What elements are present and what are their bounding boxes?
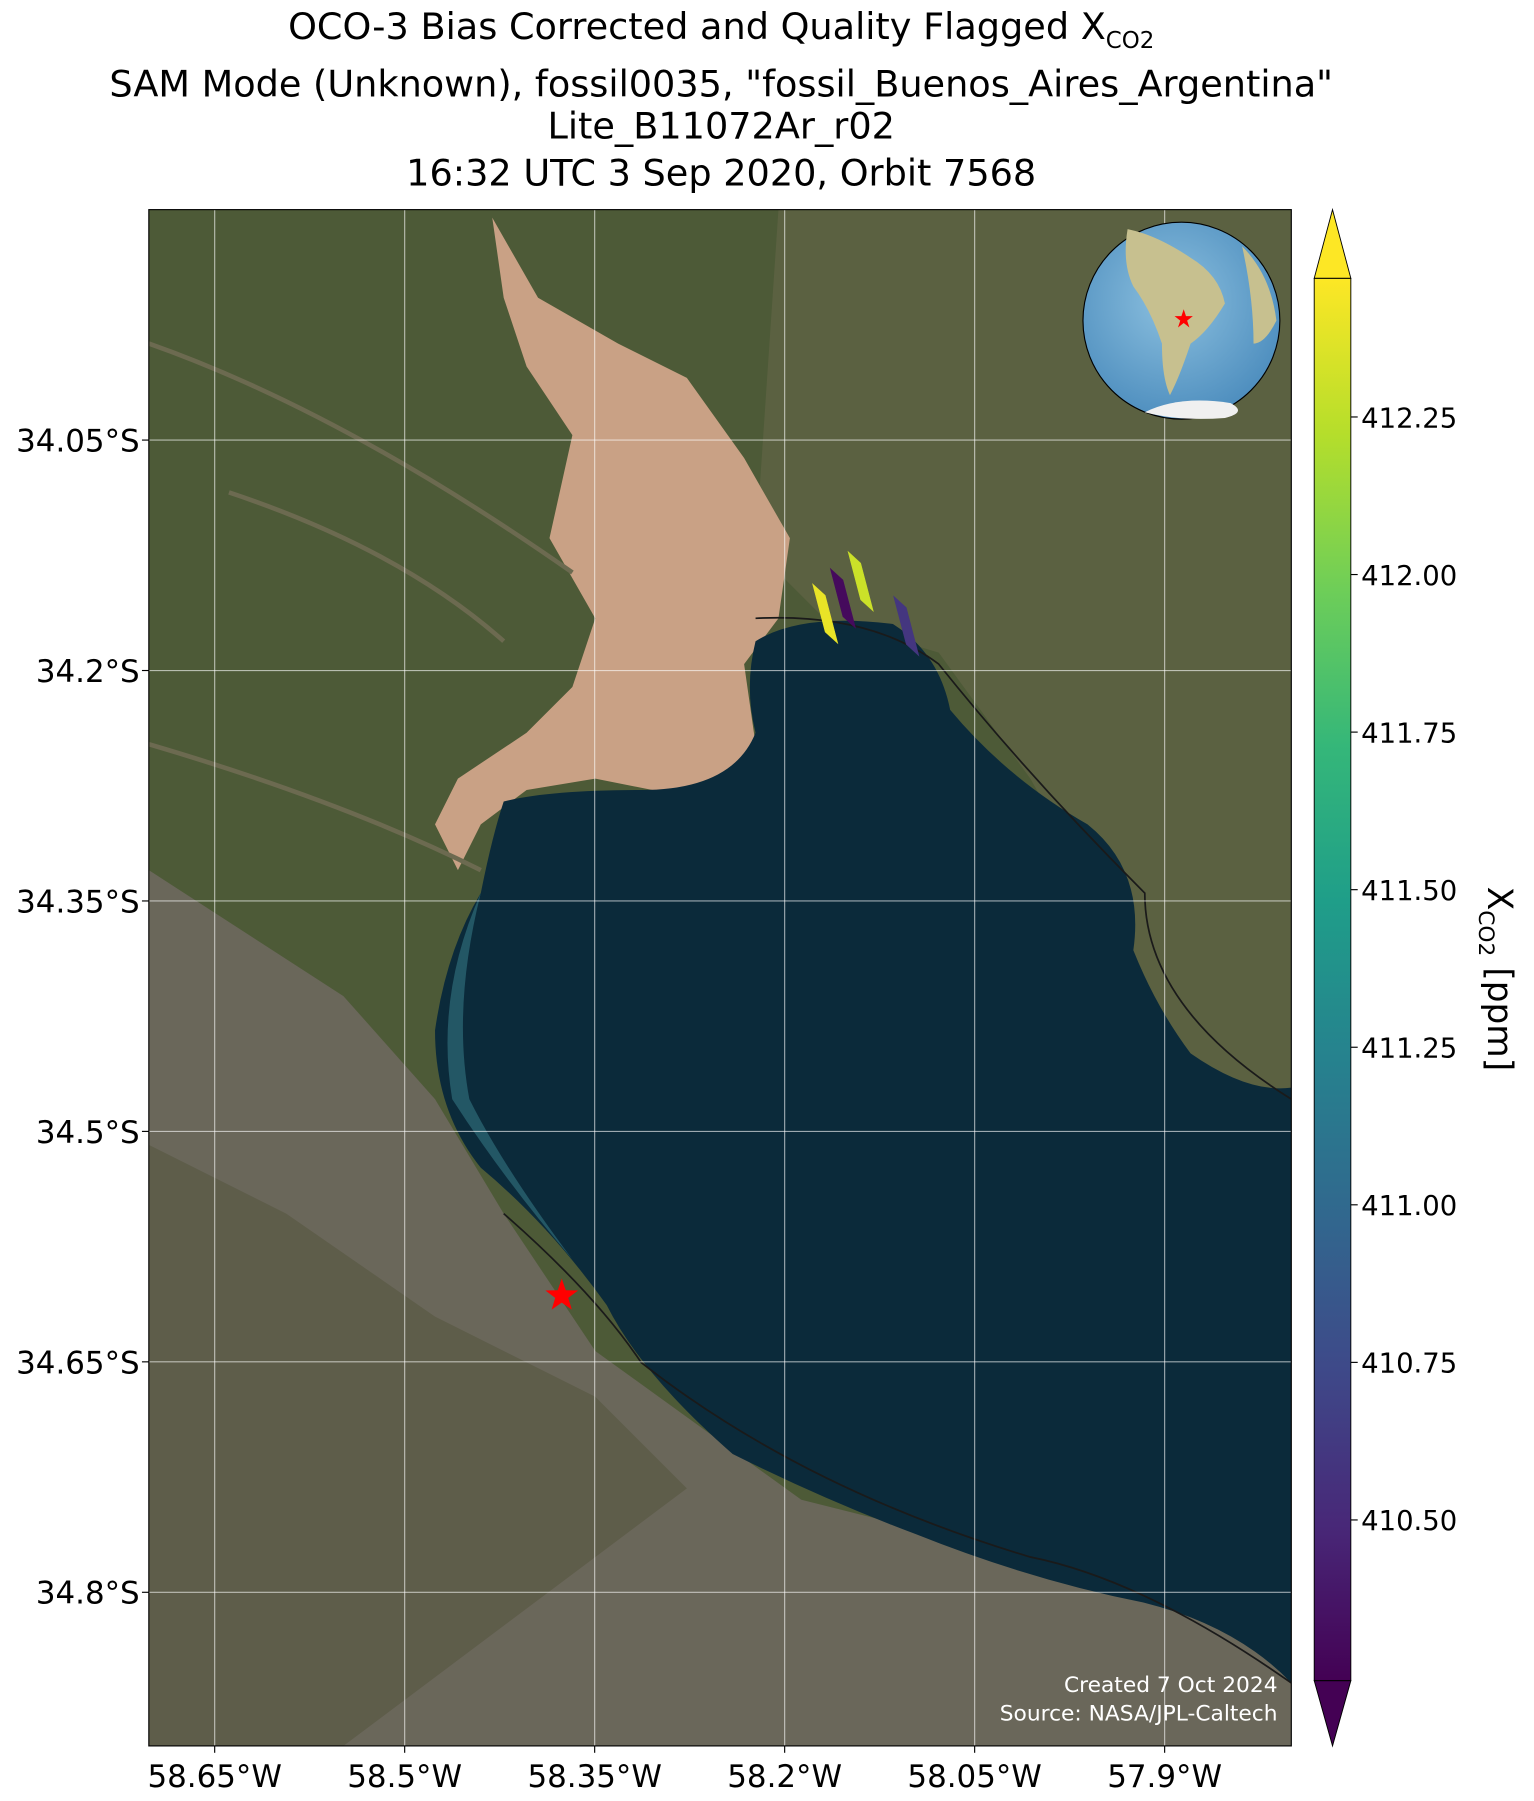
sounding — [829, 567, 857, 629]
x-tick-label: 58.65°W — [147, 1759, 281, 1795]
site-marker — [545, 1278, 579, 1310]
x-tick-label: 58.05°W — [907, 1759, 1041, 1795]
colorbar-ramp — [1314, 278, 1351, 1681]
colorbar-tick-label: 411.75 — [1361, 718, 1457, 749]
y-tick-label: 34.5°S — [36, 1115, 140, 1151]
grid — [148, 209, 1292, 1746]
y-tick-label: 34.35°S — [16, 884, 140, 920]
colorbar-tick-label: 411.50 — [1361, 876, 1457, 907]
x-tick-label: 58.35°W — [527, 1759, 661, 1795]
subtitle: Lite_B11072Ar_r02 — [547, 105, 895, 148]
x-tick-label: 58.2°W — [727, 1759, 842, 1795]
soundings — [812, 550, 920, 657]
plot-frame — [148, 209, 1292, 1747]
colorbar-tick-label: 412.25 — [1361, 403, 1457, 434]
y-tick-label: 34.65°S — [16, 1345, 140, 1381]
colorbar-label: XCO2 [ppm] — [1473, 887, 1519, 1071]
inset-globe — [1082, 221, 1281, 420]
y-tick-label: 34.2°S — [36, 654, 140, 690]
colorbar-frame — [1313, 277, 1352, 1682]
colorbar-tick-label: 410.75 — [1361, 1349, 1457, 1380]
y-tick-label: 34.8°S — [36, 1576, 140, 1612]
colorbar-extend-min — [1313, 1680, 1352, 1748]
sounding — [847, 550, 874, 613]
x-tick-label: 57.9°W — [1107, 1759, 1222, 1795]
colorbar-extend-max — [1313, 207, 1352, 279]
sounding — [812, 583, 839, 645]
annotation: Source: NASA/JPL-Caltech — [1000, 1702, 1278, 1727]
y-tick-label: 34.05°S — [16, 424, 140, 460]
colorbar-tick-label: 411.25 — [1361, 1034, 1457, 1065]
map-background — [148, 209, 1292, 1746]
colorbar-tick-label: 411.00 — [1361, 1191, 1457, 1222]
sounding — [893, 595, 920, 657]
colorbar-tick-label: 412.00 — [1361, 561, 1457, 592]
subtitle: SAM Mode (Unknown), fossil0035, "fossil_… — [109, 62, 1333, 105]
colorbar-tick-label: 410.50 — [1361, 1506, 1457, 1537]
subtitle: 16:32 UTC 3 Sep 2020, Orbit 7568 — [406, 152, 1036, 195]
x-tick-label: 58.5°W — [347, 1759, 462, 1795]
title: OCO-3 Bias Corrected and Quality Flagged… — [288, 5, 1154, 54]
annotation: Created 7 Oct 2024 — [1064, 1673, 1278, 1698]
colorbar: 410.50 410.75 411.00 411.25 411.50 411.75 412.… — [1313, 207, 1457, 1748]
inset-site-marker — [1174, 309, 1193, 328]
